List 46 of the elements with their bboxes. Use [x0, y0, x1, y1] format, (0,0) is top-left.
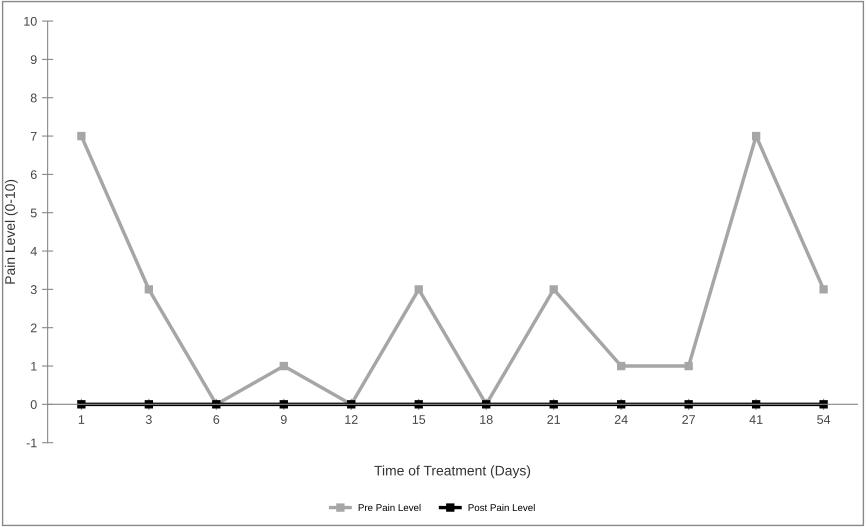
point — [144, 285, 154, 294]
point — [550, 285, 558, 294]
x-tick-label: 27 — [682, 415, 695, 424]
point — [752, 132, 760, 140]
point — [819, 285, 828, 294]
y-tick-label: 5 — [30, 208, 37, 218]
y-tick-label: -1 — [26, 438, 37, 448]
point — [280, 400, 288, 409]
x-tick-label: 41 — [749, 415, 762, 424]
x-tick-label: 6 — [213, 415, 220, 424]
y-tick-label: 10 — [24, 16, 37, 26]
point — [144, 400, 154, 409]
x-tick-label: 12 — [345, 415, 358, 424]
x-tick-label: 3 — [146, 415, 152, 424]
legend-label: Post Pain Level — [468, 504, 535, 512]
point — [77, 400, 86, 409]
point — [684, 362, 693, 370]
y-tick-label: 6 — [30, 170, 37, 180]
point — [684, 400, 693, 409]
point — [550, 400, 558, 409]
x-tick-label: 24 — [614, 415, 628, 424]
point — [280, 362, 288, 370]
y-tick-label: 4 — [30, 246, 37, 256]
legend-label: Pre Pain Level — [358, 504, 420, 512]
x-tick-label: 21 — [547, 415, 560, 424]
x-tick-label: 54 — [817, 415, 830, 424]
y-tick-label: 9 — [30, 55, 37, 64]
point — [414, 285, 423, 294]
y-tick-label: 7 — [30, 132, 37, 141]
y-tick-label: 0 — [30, 400, 37, 410]
point — [617, 362, 626, 370]
x-tick-label: 18 — [480, 415, 493, 424]
y-tick-label: 2 — [30, 324, 37, 332]
x-tick-label: 1 — [78, 415, 84, 424]
y-tick-label: 1 — [31, 362, 37, 371]
point — [819, 400, 828, 409]
point — [752, 400, 760, 409]
point — [77, 132, 86, 140]
x-tick-label: 15 — [412, 415, 426, 424]
x-tick-label: 9 — [280, 415, 287, 424]
y-tick-label: 8 — [30, 94, 37, 102]
x-axis-title: Time of Treatment (Days) — [374, 465, 530, 478]
point — [414, 400, 423, 409]
y-axis-title: Pain Level (0-10) — [4, 180, 18, 284]
y-tick-label: 3 — [30, 285, 37, 294]
point — [617, 400, 626, 409]
